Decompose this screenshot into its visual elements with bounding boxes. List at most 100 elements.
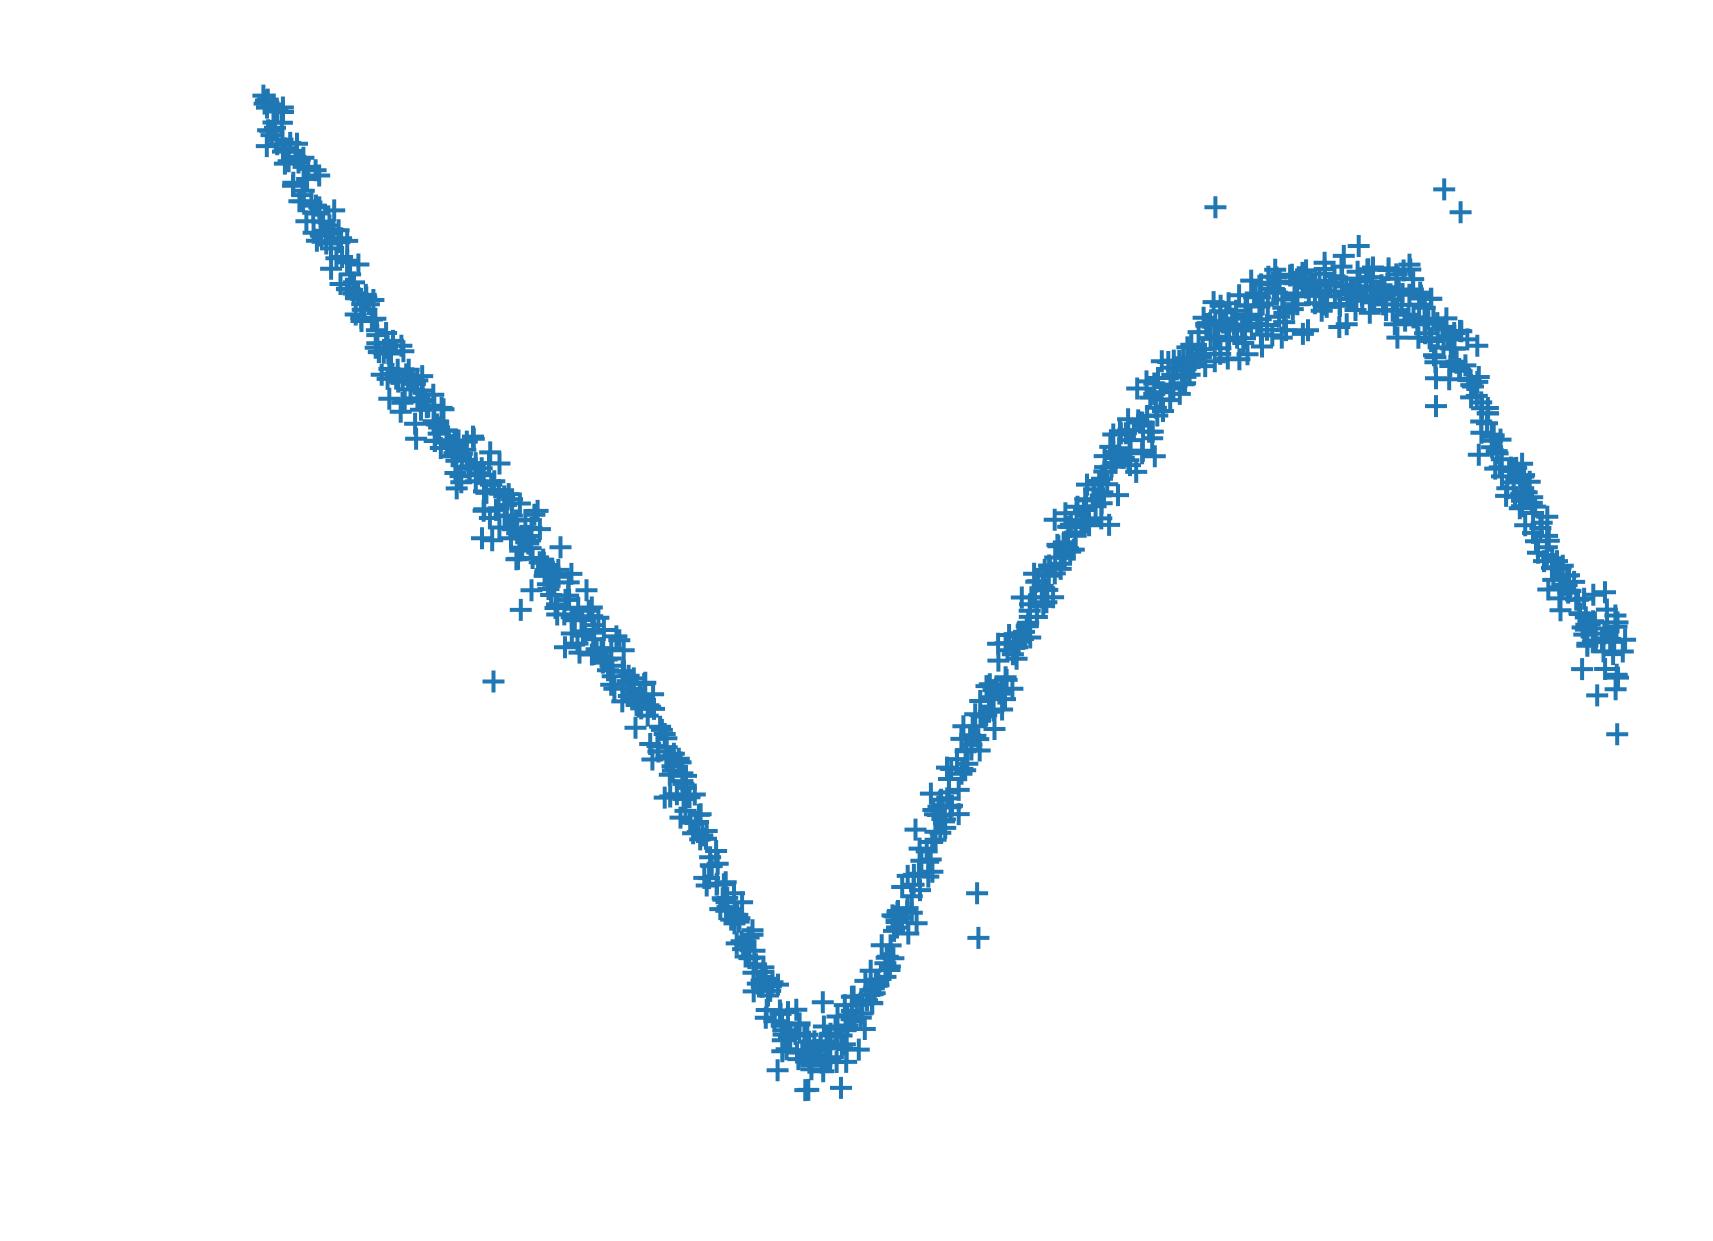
scatter-point — [566, 632, 589, 655]
scatter-point — [859, 959, 882, 982]
scatter-point — [967, 926, 990, 949]
scatter-point — [1605, 615, 1628, 638]
scatter-point — [1398, 253, 1421, 276]
scatter-point — [1025, 606, 1048, 628]
scatter-point — [462, 427, 485, 450]
scatter-point — [508, 492, 531, 515]
scatter-point — [741, 919, 764, 942]
scatter-point — [1602, 643, 1625, 666]
scatter-point — [1611, 640, 1634, 663]
scatter-point — [905, 912, 928, 935]
scatter-point — [800, 1054, 823, 1076]
scatter-point — [323, 199, 346, 222]
scatter-point — [1467, 443, 1490, 466]
scatter-point — [617, 664, 640, 687]
scatter-point — [947, 778, 970, 801]
scatter-point — [1454, 354, 1477, 377]
scatter-point — [304, 159, 327, 182]
scatter-point — [1549, 599, 1572, 622]
scatter-point — [1075, 511, 1098, 534]
scatter-point — [1096, 473, 1119, 496]
scatter-point — [389, 400, 412, 423]
scatter-point — [961, 715, 984, 738]
scatter-point — [1005, 647, 1028, 670]
scatter-point — [1425, 367, 1447, 390]
scatter-point — [716, 886, 739, 909]
scatter-point — [624, 716, 647, 739]
scatter-point — [991, 698, 1014, 721]
scatter-point — [1310, 299, 1333, 322]
scatter-point — [1232, 332, 1255, 354]
scatter-point — [270, 111, 293, 134]
scatter-point — [364, 307, 387, 330]
scatter-point — [1059, 540, 1082, 563]
scatter-point — [929, 821, 952, 844]
scatter-point — [812, 1060, 835, 1083]
scatter-point — [308, 164, 331, 187]
scatter-point — [1467, 366, 1490, 388]
scatter-point — [794, 1079, 817, 1102]
scatter-point — [1291, 322, 1314, 345]
scatter-point — [500, 504, 523, 527]
scatter-point — [1332, 244, 1355, 267]
scatter-point — [1466, 334, 1489, 357]
scatter-point — [1383, 313, 1406, 336]
scatter-point — [282, 174, 304, 197]
scatter-point — [1125, 460, 1148, 483]
scatter-point — [488, 452, 511, 475]
scatter-point — [1138, 420, 1161, 443]
scatter-point — [509, 598, 532, 621]
scatter-point — [900, 901, 923, 924]
scatter-point — [1194, 355, 1217, 378]
scatter-point — [482, 670, 505, 693]
scatter-point — [528, 518, 551, 541]
scatter-point — [1536, 505, 1559, 528]
scatter-point — [896, 897, 919, 920]
scatter-point — [1524, 495, 1547, 518]
scatter-point — [1449, 201, 1472, 224]
scatter-point — [1583, 611, 1606, 634]
scatter-points — [252, 84, 1637, 1102]
scatter-point — [683, 783, 706, 806]
scatter-point — [1143, 445, 1166, 468]
scatter-point — [830, 1076, 852, 1099]
scatter-point — [286, 132, 308, 155]
scatter-point — [1297, 319, 1319, 342]
scatter-point — [1489, 428, 1512, 451]
scatter-point — [847, 1038, 870, 1061]
scatter-point — [779, 1027, 802, 1049]
scatter-point — [1606, 723, 1629, 746]
scatter-point — [1147, 367, 1169, 389]
scatter-point — [882, 947, 905, 970]
scatter-point — [1518, 470, 1541, 493]
scatter-point — [549, 536, 572, 559]
scatter-point — [587, 606, 610, 629]
scatter-point — [481, 529, 504, 552]
scatter-point — [1520, 491, 1543, 514]
scatter-point — [674, 799, 697, 822]
scatter-point — [811, 991, 834, 1014]
scatter-point — [1042, 586, 1065, 609]
scatter-point — [1108, 437, 1131, 460]
scatter-point — [1240, 269, 1263, 292]
scatter-point — [637, 694, 660, 717]
scatter-point — [1592, 640, 1615, 663]
scatter-point — [1558, 564, 1580, 587]
scatter-point — [759, 975, 782, 998]
scatter-point — [605, 625, 628, 648]
scatter-point — [1131, 439, 1154, 462]
scatter-point — [706, 852, 729, 875]
scatter-point — [404, 412, 427, 435]
scatter-point — [691, 824, 714, 847]
scatter-point — [362, 289, 385, 311]
scatter-point — [390, 334, 413, 357]
scatter-point — [1314, 285, 1337, 308]
scatter-point — [1204, 196, 1227, 219]
scatter-point — [592, 619, 615, 641]
scatter-point — [347, 253, 370, 276]
scatter-point — [954, 759, 977, 782]
scatter-point — [523, 503, 546, 526]
scatter-point — [612, 639, 635, 662]
scatter-point — [728, 907, 751, 930]
